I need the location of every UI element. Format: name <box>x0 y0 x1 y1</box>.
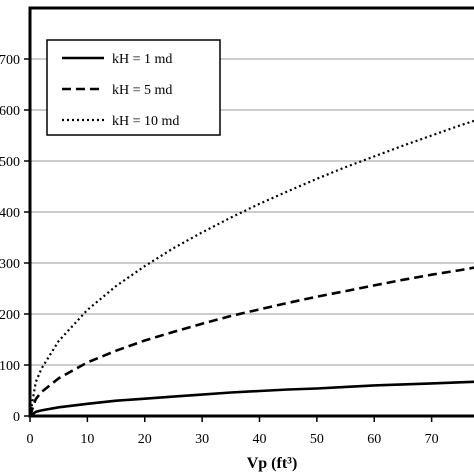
y-axis-ticks: 0 100 200 300 400 500 600 700 <box>0 53 30 425</box>
x-tick-label: 70 <box>425 432 439 447</box>
legend-label: kH = 1 md <box>112 52 172 67</box>
legend-box <box>46 39 221 136</box>
series-lines <box>28 119 474 418</box>
legend: kH = 1 md kH = 5 md kH = 10 md <box>46 39 221 136</box>
x-tick-label: 0 <box>27 432 34 447</box>
x-axis-ticks: 01020304050607080 <box>27 416 439 447</box>
plot-area-border <box>28 6 474 418</box>
series-line-3 <box>28 119 474 417</box>
x-tick-label: 20 <box>138 432 152 447</box>
legend-label: kH = 10 md <box>112 114 179 129</box>
series-line-1 <box>29 380 474 418</box>
y-tick-label: 200 <box>0 308 20 323</box>
x-tick-label: 10 <box>80 432 94 447</box>
legend-label: kH = 5 md <box>112 83 172 98</box>
x-tick-label: 30 <box>195 432 209 447</box>
y-tick-label: 0 <box>13 410 20 425</box>
y-tick-label: 400 <box>0 206 20 221</box>
x-tick-label: 60 <box>367 432 381 447</box>
x-axis-title: Vp (ft³) <box>247 455 298 472</box>
x-tick-label: 50 <box>310 432 324 447</box>
y-tick-label: 100 <box>0 359 20 374</box>
series-line-2 <box>28 266 474 417</box>
y-tick-label: 300 <box>0 257 20 272</box>
y-tick-label: 600 <box>0 104 20 119</box>
y-tick-label: 700 <box>0 53 20 68</box>
y-tick-label: 500 <box>0 155 20 170</box>
x-tick-label: 40 <box>253 432 267 447</box>
